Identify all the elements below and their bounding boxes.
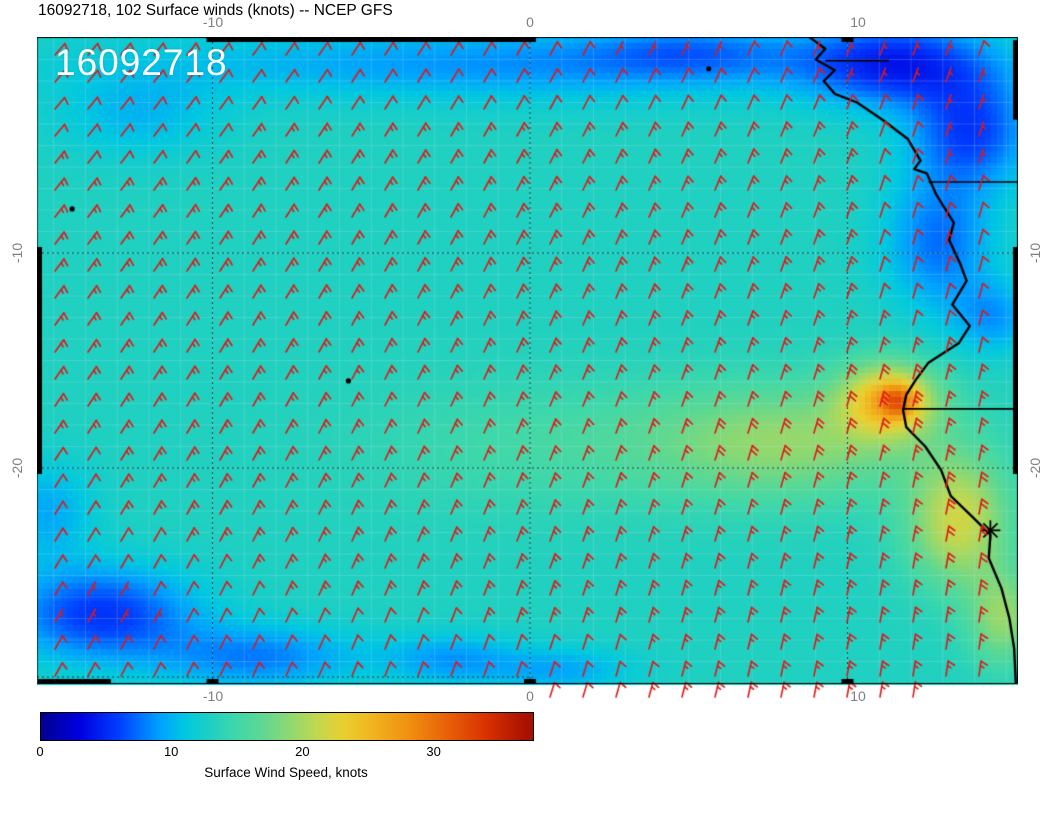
axis-label-lat-right-1: -10 <box>1027 242 1043 264</box>
colorbar <box>40 712 534 741</box>
wind-map: 16092718 <box>37 37 1018 709</box>
run-timestamp-overlay: 16092718 <box>55 42 228 83</box>
axis-label-lon-bottom-2: 0 <box>526 688 534 704</box>
wind-field-canvas <box>37 37 1018 709</box>
axis-label-lon-top-1: -10 <box>202 14 224 30</box>
colorbar-tick-20: 20 <box>295 744 310 759</box>
axis-label-lon-bottom-1: -10 <box>202 688 224 704</box>
axis-label-lon-top-3: 10 <box>850 14 866 30</box>
plot-title: 16092718, 102 Surface winds (knots) -- N… <box>38 2 393 19</box>
axis-label-lon-bottom-3: 10 <box>850 688 866 704</box>
axis-label-lat-left-2: -20 <box>9 457 25 479</box>
colorbar-tick-10: 10 <box>163 744 179 759</box>
axis-label-lon-top-2: 0 <box>526 14 534 30</box>
colorbar-caption: Surface Wind Speed, knots <box>204 765 368 780</box>
colorbar-tick-30: 30 <box>426 744 441 759</box>
colorbar-tick-0: 0 <box>36 744 44 759</box>
axis-label-lat-left-1: -10 <box>9 242 25 264</box>
axis-label-lat-right-2: -20 <box>1027 457 1043 479</box>
